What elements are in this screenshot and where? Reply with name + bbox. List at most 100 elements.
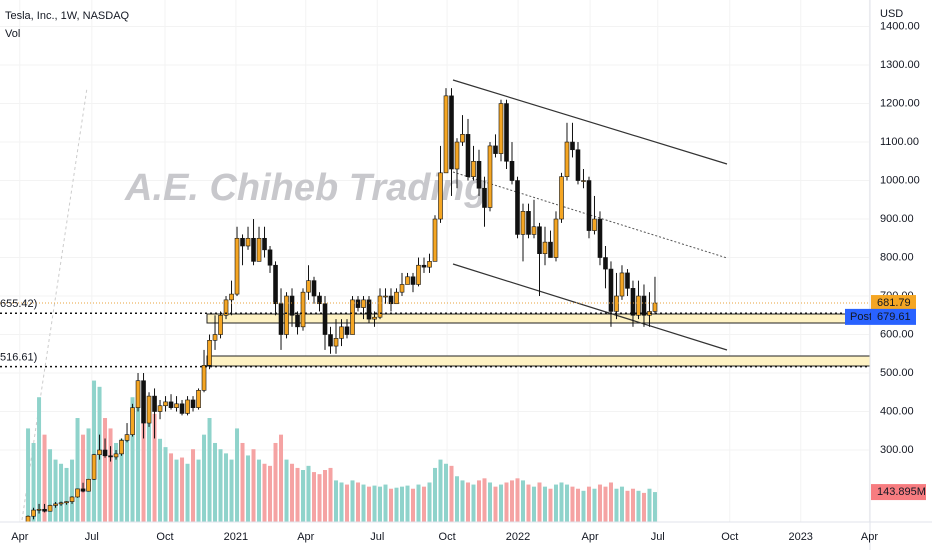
candle-body bbox=[278, 303, 284, 335]
x-tick-label: Oct bbox=[721, 531, 738, 543]
volume-bar bbox=[180, 457, 185, 522]
candle-body bbox=[289, 295, 295, 316]
candle-body bbox=[465, 134, 471, 177]
volume-bar bbox=[383, 484, 388, 522]
candle-body bbox=[405, 276, 410, 285]
volume-bar bbox=[295, 467, 300, 522]
volume-bar bbox=[284, 459, 289, 522]
trend-line bbox=[452, 79, 728, 165]
candle-body bbox=[168, 401, 174, 408]
candle-body bbox=[559, 176, 564, 220]
candle-body bbox=[130, 407, 135, 435]
volume-bar bbox=[26, 428, 31, 522]
volume-bar bbox=[196, 459, 201, 522]
candle-body bbox=[366, 299, 372, 320]
candle-body bbox=[80, 488, 86, 492]
volume-bar bbox=[185, 463, 190, 522]
y-tick-label: 900.00 bbox=[880, 213, 914, 225]
candle-body bbox=[163, 401, 168, 407]
candle-body bbox=[548, 241, 553, 258]
volume-last-label: 143.895M bbox=[877, 486, 926, 498]
volume-bar bbox=[641, 492, 646, 522]
volume-bar bbox=[647, 488, 652, 522]
candle-body bbox=[636, 295, 641, 316]
volume-bar bbox=[163, 447, 168, 522]
volume-bar bbox=[427, 482, 432, 522]
candle-body bbox=[619, 272, 625, 297]
candle-body bbox=[157, 405, 163, 412]
candle-body bbox=[212, 334, 218, 341]
candle-body bbox=[410, 276, 416, 285]
candle-body bbox=[317, 295, 322, 305]
volume-bar bbox=[268, 465, 273, 522]
candle-body bbox=[267, 249, 273, 266]
candle-body bbox=[603, 257, 608, 270]
volume-bar bbox=[443, 463, 448, 522]
candle-body bbox=[36, 508, 42, 511]
level-label: 655.42) bbox=[0, 298, 37, 310]
x-tick-label: Apr bbox=[861, 531, 878, 543]
volume-bar bbox=[460, 480, 465, 522]
volume-bar bbox=[581, 490, 586, 522]
candle-body bbox=[262, 237, 267, 251]
volume-bar bbox=[48, 449, 53, 522]
zone-box bbox=[206, 355, 871, 367]
volume-bar bbox=[103, 418, 108, 522]
candle-body bbox=[504, 103, 509, 162]
volume-bar bbox=[372, 485, 377, 522]
candle-body bbox=[531, 226, 537, 235]
candle-body bbox=[223, 299, 229, 316]
candle-body bbox=[339, 326, 344, 339]
volume-bar bbox=[422, 486, 427, 522]
candle-body bbox=[592, 218, 597, 231]
x-tick-label: Apr bbox=[11, 531, 28, 543]
volume-bar bbox=[564, 484, 569, 522]
candle-body bbox=[295, 314, 300, 328]
candle-body bbox=[311, 280, 317, 297]
candle-body bbox=[284, 295, 289, 335]
candle-body bbox=[185, 399, 190, 414]
candle-body bbox=[427, 261, 432, 268]
volume-bar bbox=[174, 459, 179, 522]
candle-body bbox=[454, 141, 460, 170]
volume-bar bbox=[586, 486, 591, 522]
candle-body bbox=[245, 237, 251, 247]
candle-body bbox=[229, 293, 234, 301]
candle-body bbox=[361, 299, 366, 308]
volume-bar bbox=[279, 434, 284, 522]
candle-body bbox=[432, 218, 438, 262]
candle-body bbox=[443, 95, 449, 174]
candle-body bbox=[47, 505, 53, 512]
volume-bar bbox=[301, 470, 306, 522]
volume-bar bbox=[246, 455, 251, 522]
candle-body bbox=[498, 103, 504, 154]
volume-bar bbox=[169, 453, 174, 522]
y-tick-label: 400.00 bbox=[880, 405, 914, 417]
volume-bar bbox=[37, 397, 42, 522]
candle-body bbox=[388, 295, 394, 305]
x-tick-label: Jul bbox=[370, 531, 384, 543]
post-badge bbox=[845, 308, 871, 325]
volume-bar bbox=[389, 488, 394, 522]
volume-bar bbox=[449, 465, 454, 522]
candle-body bbox=[42, 508, 47, 512]
candle-body bbox=[520, 211, 526, 235]
volume-badge bbox=[871, 484, 926, 501]
volume-bar bbox=[559, 482, 564, 522]
volume-bar bbox=[416, 484, 421, 522]
candle-body bbox=[58, 502, 64, 505]
volume-bar bbox=[575, 488, 580, 522]
volume-bar bbox=[394, 487, 399, 522]
volume-bar bbox=[515, 478, 520, 522]
volume-bar bbox=[290, 463, 295, 522]
candle-body bbox=[333, 338, 339, 347]
plot-background bbox=[0, 0, 870, 522]
volume-bar bbox=[405, 485, 410, 522]
candle-body bbox=[179, 403, 185, 414]
last-price-badge bbox=[871, 295, 916, 312]
candle-body bbox=[476, 160, 482, 189]
volume-bar bbox=[42, 434, 47, 522]
candle-body bbox=[328, 334, 333, 347]
candle-body bbox=[256, 237, 262, 262]
y-tick-label: 800.00 bbox=[880, 251, 914, 263]
